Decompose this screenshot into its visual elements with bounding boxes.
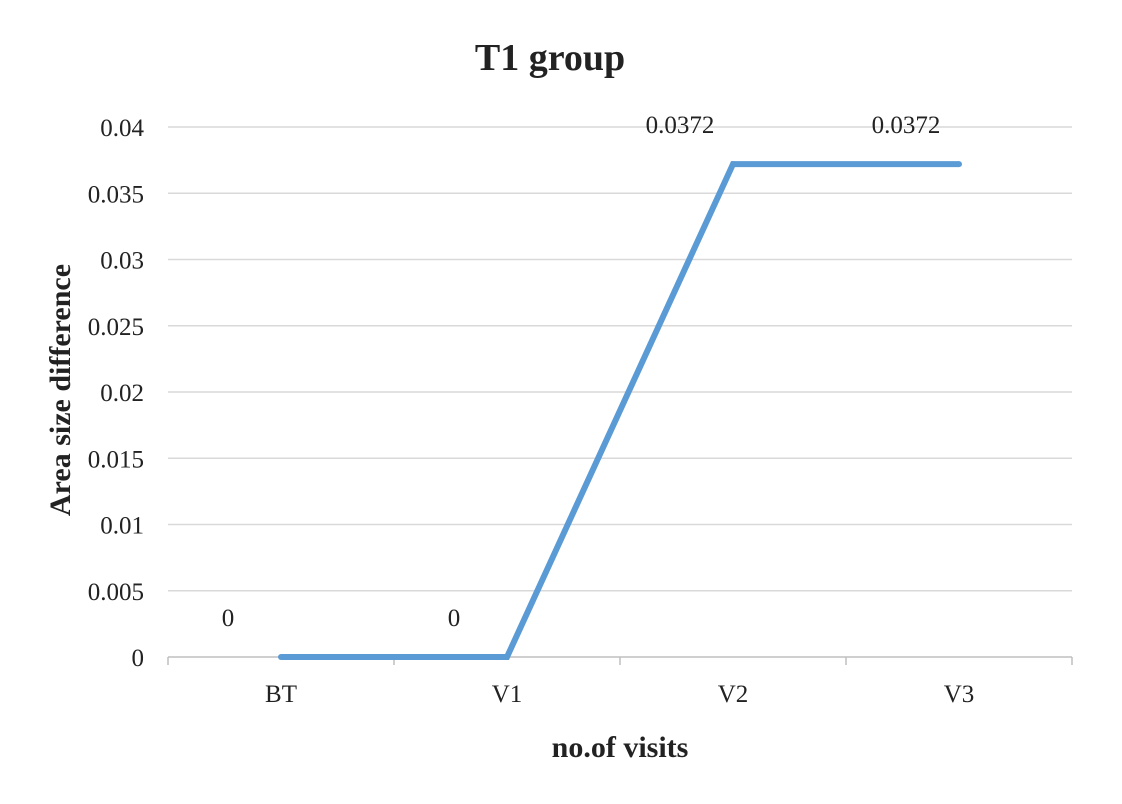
y-tick-label: 0.02	[100, 380, 144, 407]
y-axis-title: Area size difference	[44, 264, 77, 516]
x-tick-label: V2	[718, 681, 749, 708]
series-line	[281, 161, 959, 660]
chart-title: T1 group	[475, 37, 625, 79]
data-labels: 0 0 0.0372 0.0372	[222, 112, 941, 632]
x-axis-ticks: BT V1 V2 V3	[265, 681, 974, 708]
y-tick-label: 0.04	[100, 115, 144, 142]
gridlines	[168, 126, 1072, 592]
y-tick-label: 0.015	[88, 446, 144, 473]
data-label: 0	[448, 605, 461, 632]
data-point	[730, 161, 736, 168]
x-axis-title: no.of visits	[552, 731, 689, 764]
y-tick-label: 0.01	[100, 513, 144, 540]
x-tick-label: V3	[944, 681, 975, 708]
y-axis-ticks: 0 0.005 0.01 0.015 0.02 0.025 0.03 0.035 0.04	[88, 115, 145, 672]
y-tick-label: 0.035	[88, 181, 144, 208]
y-tick-label: 0.03	[100, 248, 144, 275]
x-tick-label: V1	[492, 681, 523, 708]
y-tick-label: 0.025	[88, 314, 144, 341]
data-point	[956, 161, 962, 168]
data-point	[278, 654, 284, 660]
data-label: 0.0372	[646, 112, 715, 139]
y-tick-label: 0	[132, 645, 145, 672]
data-label: 0	[222, 605, 235, 632]
series-layer	[278, 161, 962, 660]
data-label: 0.0372	[872, 112, 941, 139]
y-tick-label: 0.005	[88, 579, 144, 606]
x-tick-label: BT	[265, 681, 297, 708]
data-point	[504, 654, 510, 660]
